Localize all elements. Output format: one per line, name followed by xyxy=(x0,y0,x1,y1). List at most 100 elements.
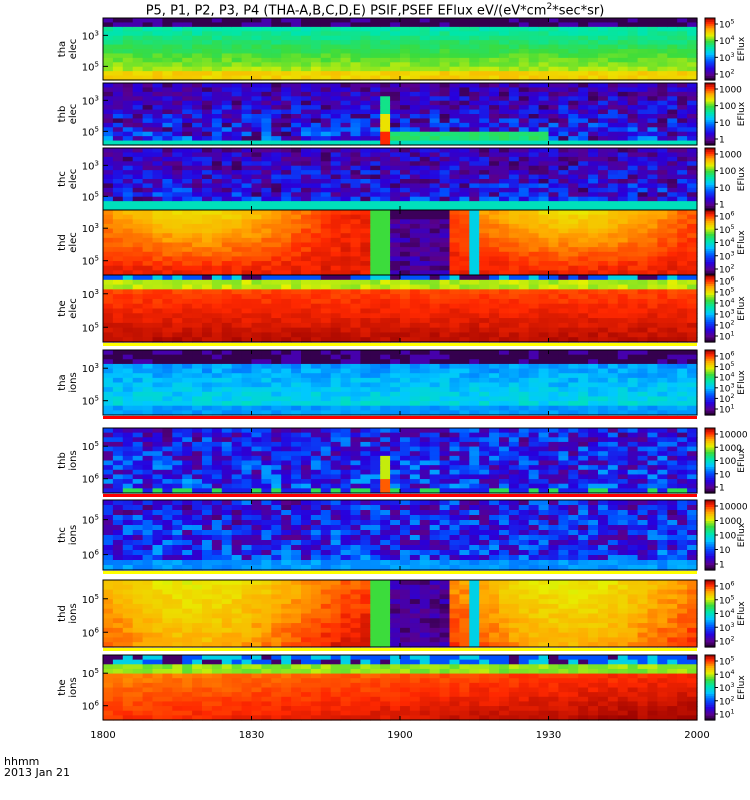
colorbar-title: EFlux xyxy=(737,101,747,126)
panel-thc-ions: 106 105 thc ions 10000 1000 100 10 1 EFlux xyxy=(57,499,748,574)
heatmap-cells xyxy=(103,275,698,343)
panel-probe-label: thd xyxy=(57,605,68,622)
colorbar-tick-label: 105 xyxy=(719,656,734,668)
y-tick-label: 105 xyxy=(82,440,99,453)
colorbar-tick-label: 10000 xyxy=(719,431,748,441)
colorbar-tick-label: 106 xyxy=(719,351,734,363)
panel-species-label: ions xyxy=(68,677,79,697)
panel-species-label: elec xyxy=(68,298,79,319)
fill-strip xyxy=(103,343,697,346)
figure-title-superscript: 2 xyxy=(546,2,553,12)
y-tick-label: 105 xyxy=(82,395,99,408)
fill-strip xyxy=(103,648,697,651)
colorbar-tick-label: 1000 xyxy=(719,86,742,96)
panel-thb-elec: 105 103 thb elec 1000 100 10 1 EFlux xyxy=(57,82,747,146)
y-tick-label: 103 xyxy=(82,29,99,42)
fill-strip xyxy=(103,494,697,497)
colorbar-tick-label: 100 xyxy=(719,457,736,467)
colorbar-title: EFlux xyxy=(737,296,747,321)
colorbar-tick-label: 106 xyxy=(719,581,734,593)
colorbar-tick-label: 105 xyxy=(719,287,734,299)
colorbar-tick-label: 100 xyxy=(719,532,736,542)
y-tick-label: 106 xyxy=(82,626,100,639)
panel-species-label: elec xyxy=(68,232,79,253)
colorbar-tick-label: 103 xyxy=(719,250,734,262)
time-format-label: hhmm xyxy=(4,755,40,768)
x-tick-label: 1900 xyxy=(387,730,412,741)
panel-probe-label: tha xyxy=(57,374,68,390)
x-tick-label: 1830 xyxy=(239,730,264,741)
colorbar-tick-label: 103 xyxy=(719,382,734,394)
y-tick-label: 103 xyxy=(82,288,99,301)
colorbar-tick-label: 1000 xyxy=(719,151,742,161)
y-tick-label: 105 xyxy=(82,125,99,138)
panel-probe-label: the xyxy=(57,300,68,316)
heatmap-cells xyxy=(103,148,698,211)
fill-strip xyxy=(103,416,697,419)
colorbar-tick-label: 104 xyxy=(719,608,734,620)
colorbar-tick-label: 102 xyxy=(719,69,734,81)
colorbar-tick-label: 10 xyxy=(719,546,731,556)
colorbar: 10000 1000 100 10 1 EFlux xyxy=(704,427,748,494)
colorbar-tick-label: 101 xyxy=(719,331,734,343)
colorbar-tick-label: 104 xyxy=(719,372,734,384)
colorbar-title: EFlux xyxy=(737,230,747,255)
colorbar-tick-label: 10 xyxy=(719,184,731,194)
colorbar-tick-label: 10000 xyxy=(719,503,748,513)
y-tick-label: 103 xyxy=(82,159,99,172)
colorbar-title: EFlux xyxy=(737,522,747,547)
heatmap-cells xyxy=(103,18,698,81)
time-axis-caption: hhmm 2013 Jan 21 xyxy=(4,756,70,778)
panel-species-label: elec xyxy=(68,104,79,125)
colorbar-tick-label: 1 xyxy=(719,561,725,571)
colorbar-tick-label: 106 xyxy=(719,276,734,288)
colorbar-frame xyxy=(704,82,716,146)
colorbar-title: EFlux xyxy=(737,601,747,626)
colorbar-title: EFlux xyxy=(737,448,747,473)
figure-title-text: P5, P1, P2, P3, P4 (THA-A,B,C,D,E) PSIF,… xyxy=(145,3,547,19)
colorbar-tick-label: 102 xyxy=(719,320,734,332)
colorbar-title: EFlux xyxy=(737,36,747,61)
colorbar-tick-label: 102 xyxy=(719,695,734,707)
x-tick-label: 1930 xyxy=(536,730,561,741)
panel-probe-label: thd xyxy=(57,234,68,251)
colorbar: 1000 100 10 1 EFlux xyxy=(704,82,747,146)
colorbar-tick-label: 105 xyxy=(719,19,734,31)
panel-species-label: ions xyxy=(68,450,79,470)
fill-strip xyxy=(103,571,697,574)
colorbar-tick-label: 100 xyxy=(719,167,736,177)
heatmap-cells xyxy=(103,350,698,416)
colorbar-tick-label: 102 xyxy=(719,393,734,405)
colorbar-tick-label: 100 xyxy=(719,102,736,112)
colorbar: 1000 100 10 1 EFlux xyxy=(704,147,747,211)
colorbar: 10000 1000 100 10 1 EFlux xyxy=(704,499,748,571)
colorbar-tick-label: 102 xyxy=(719,264,734,276)
colorbar-tick-label: 1 xyxy=(719,136,725,146)
panel-probe-label: thb xyxy=(57,452,68,469)
date-label: 2013 Jan 21 xyxy=(4,766,70,779)
colorbar-tick-label: 1000 xyxy=(719,444,742,454)
colorbar-tick-label: 1 xyxy=(719,484,725,494)
heatmap-cells xyxy=(103,83,698,146)
colorbar-frame xyxy=(704,274,716,343)
x-axis-labels: 1800 1830 1900 1930 2000 xyxy=(90,730,709,741)
heatmap-cells xyxy=(103,655,698,721)
y-tick-label: 105 xyxy=(82,190,99,203)
colorbar-tick-label: 10 xyxy=(719,119,731,129)
colorbar-title: EFlux xyxy=(737,675,747,700)
panel-species-label: ions xyxy=(68,603,79,623)
panel-species-label: elec xyxy=(68,39,79,60)
y-tick-label: 105 xyxy=(82,60,99,73)
panel-probe-label: thc xyxy=(57,171,68,187)
